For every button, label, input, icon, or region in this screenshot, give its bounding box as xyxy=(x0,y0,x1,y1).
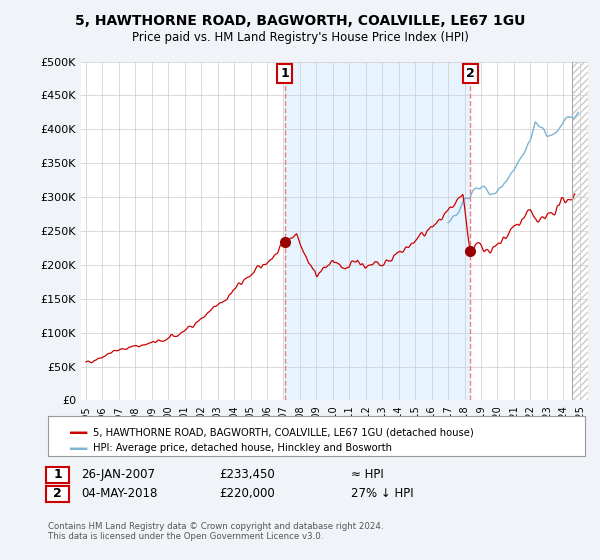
Text: 04-MAY-2018: 04-MAY-2018 xyxy=(81,487,157,501)
Text: HPI: Average price, detached house, Hinckley and Bosworth: HPI: Average price, detached house, Hinc… xyxy=(93,443,392,453)
Text: £233,450: £233,450 xyxy=(219,468,275,482)
Text: 1: 1 xyxy=(280,67,289,80)
Bar xyxy=(572,62,588,400)
Text: 26-JAN-2007: 26-JAN-2007 xyxy=(81,468,155,482)
Text: 2: 2 xyxy=(53,487,62,501)
Text: 27% ↓ HPI: 27% ↓ HPI xyxy=(351,487,413,501)
Text: Contains HM Land Registry data © Crown copyright and database right 2024.
This d: Contains HM Land Registry data © Crown c… xyxy=(48,522,383,542)
Text: —: — xyxy=(69,423,88,442)
Bar xyxy=(284,62,470,400)
Text: £220,000: £220,000 xyxy=(219,487,275,501)
Text: 1: 1 xyxy=(53,468,62,482)
Text: Price paid vs. HM Land Registry's House Price Index (HPI): Price paid vs. HM Land Registry's House … xyxy=(131,31,469,44)
Text: 5, HAWTHORNE ROAD, BAGWORTH, COALVILLE, LE67 1GU (detached house): 5, HAWTHORNE ROAD, BAGWORTH, COALVILLE, … xyxy=(93,427,474,437)
Text: ≈ HPI: ≈ HPI xyxy=(351,468,384,482)
Text: 2: 2 xyxy=(466,67,475,80)
Text: 5, HAWTHORNE ROAD, BAGWORTH, COALVILLE, LE67 1GU: 5, HAWTHORNE ROAD, BAGWORTH, COALVILLE, … xyxy=(75,14,525,28)
Text: —: — xyxy=(69,438,88,458)
